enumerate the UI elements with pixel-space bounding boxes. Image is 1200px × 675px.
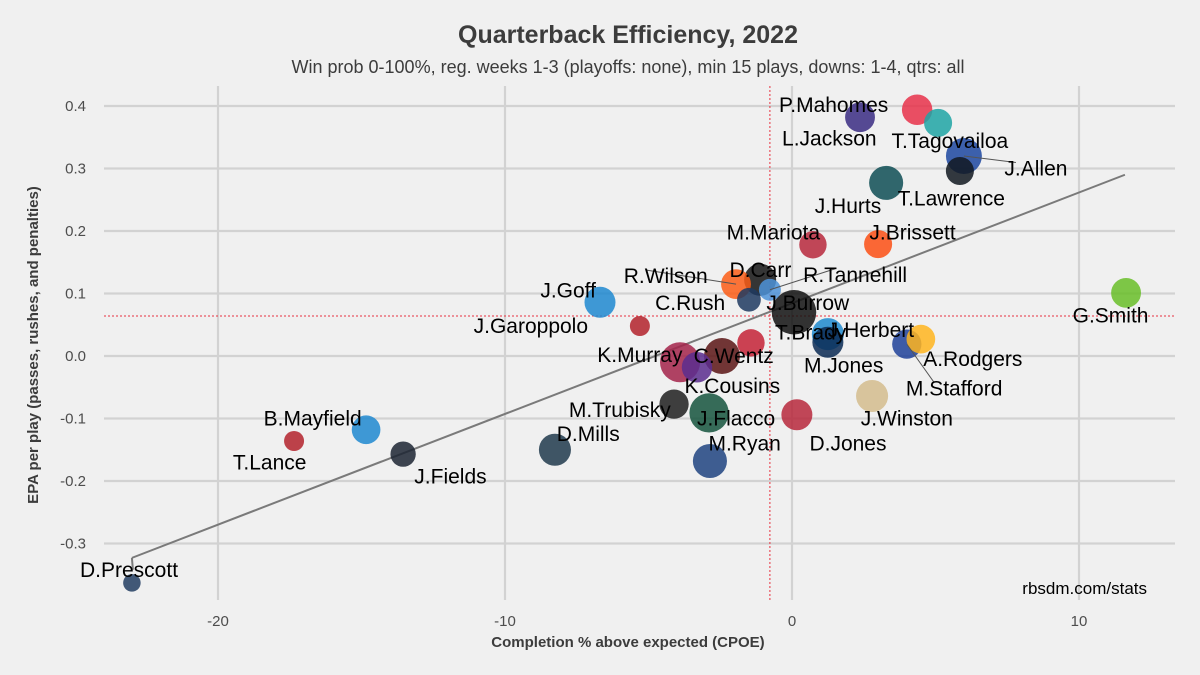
point-d-jones (781, 399, 813, 431)
point-t-lance (284, 431, 305, 451)
point-label: C.Rush (655, 292, 725, 315)
point-label: M.Trubisky (569, 399, 671, 422)
trend-line-tail (130, 557, 134, 570)
trend-line-group (130, 173, 1126, 570)
point-c-wentz (703, 338, 740, 374)
point-t-lawrence (945, 156, 974, 186)
point-label: M.Mariota (727, 221, 821, 244)
point-m-ryan (692, 443, 727, 479)
point-label: D.Jones (809, 433, 886, 456)
trend-line (131, 173, 1126, 559)
point-label: J.Goff (540, 279, 596, 302)
point-label: B.Mayfield (264, 408, 362, 431)
point-l-jackson (845, 102, 875, 133)
point-label: P.Mahomes (779, 94, 888, 117)
point-c-rush (737, 287, 761, 312)
point-j-burrow (771, 290, 817, 335)
point-t-brady (737, 329, 765, 357)
point-j-fields (390, 441, 416, 467)
point-label: K.Cousins (684, 375, 780, 398)
chart-title: Quarterback Efficiency, 2022 (458, 21, 798, 49)
point-label: D.Mills (557, 423, 620, 446)
point-label: J.Burrow (766, 292, 850, 315)
point-label: J.Hurts (815, 195, 882, 218)
gridlines (104, 86, 1175, 600)
label-leader-line (906, 343, 935, 383)
point-label: R.Wilson (624, 265, 708, 288)
point-a-rodgers (906, 324, 936, 354)
x-tick-label: 10 (1071, 613, 1088, 630)
point-label: R.Tannehill (803, 264, 907, 287)
point-d-prescott (123, 574, 141, 592)
point-p-mahomes (901, 94, 933, 125)
label-leader-line (645, 269, 737, 285)
point-label: D.Carr (730, 259, 792, 282)
point-label: M.Stafford (906, 378, 1003, 401)
point-label: J.Flacco (697, 408, 775, 431)
point-m-mariota (799, 231, 827, 259)
mean-lines (104, 86, 1175, 600)
point-label: J.Winston (861, 408, 953, 431)
x-axis-label: Completion % above expected (CPOE) (491, 634, 764, 651)
point-label: J.Herbert (828, 319, 915, 342)
point-label: J.Brissett (869, 221, 956, 244)
y-axis-label: EPA per play (passes, rushes, and penalt… (25, 186, 42, 504)
point-label: M.Jones (804, 354, 883, 377)
point-labels: D.Prescott T.Lance B.Mayfield J.Fields D.Mil… (80, 94, 1148, 582)
x-tick-label: 0 (788, 613, 796, 630)
point-m-jones (812, 326, 844, 358)
point-label: C.Wentz (694, 345, 774, 368)
x-tick-label: -10 (494, 613, 516, 630)
data-points (123, 94, 1142, 592)
point-d-mills (538, 433, 571, 466)
point-k-cousins (681, 352, 713, 383)
point-j-hurts (869, 165, 904, 200)
point-label: T.Brady (775, 321, 847, 344)
point-label: L.Jackson (782, 128, 877, 151)
y-tick-label: -0.1 (60, 411, 86, 428)
y-tick-label: 0.2 (65, 223, 86, 240)
point-label: T.Tagovailoa (891, 130, 1008, 153)
point-label: D.Prescott (80, 559, 178, 582)
point-label: T.Lance (233, 451, 307, 474)
point-j-goff (584, 286, 616, 318)
point-g-smith (1111, 277, 1142, 308)
point-j-brissett (864, 230, 893, 259)
point-label: T.Lawrence (898, 188, 1005, 211)
point-j-flacco (689, 393, 729, 433)
source-caption: rbsdm.com/stats (1022, 579, 1147, 598)
point-label: M.Ryan (708, 433, 780, 456)
point-b-mayfield (351, 415, 381, 445)
point-label: K.Murray (597, 344, 683, 367)
y-tick-label: 0.1 (65, 286, 86, 303)
point-label: J.Allen (1004, 158, 1067, 181)
y-tick-label: -0.2 (60, 473, 86, 490)
point-label: G.Smith (1073, 304, 1149, 327)
point-label: J.Fields (414, 466, 486, 489)
x-tick-labels: -20 -10 0 10 (207, 613, 1087, 630)
y-tick-label: 0.3 (65, 161, 86, 178)
y-tick-labels: 0.4 0.3 0.2 0.1 0.0 -0.1 -0.2 -0.3 (60, 98, 86, 553)
point-j-garoppolo (629, 316, 650, 336)
x-tick-label: -20 (207, 613, 229, 630)
point-t-tagovailoa (924, 108, 953, 137)
point-label: J.Garoppolo (474, 315, 588, 338)
y-tick-label: -0.3 (60, 536, 86, 553)
label-leader-line (963, 155, 1017, 163)
y-tick-label: 0.0 (65, 348, 86, 365)
chart-subtitle: Win prob 0-100%, reg. weeks 1-3 (playoff… (292, 57, 965, 77)
label-leader-line (769, 268, 836, 291)
point-label: A.Rodgers (923, 348, 1022, 371)
point-j-winston (856, 379, 889, 413)
point-m-trubisky (659, 389, 689, 419)
y-tick-label: 0.4 (65, 98, 86, 115)
